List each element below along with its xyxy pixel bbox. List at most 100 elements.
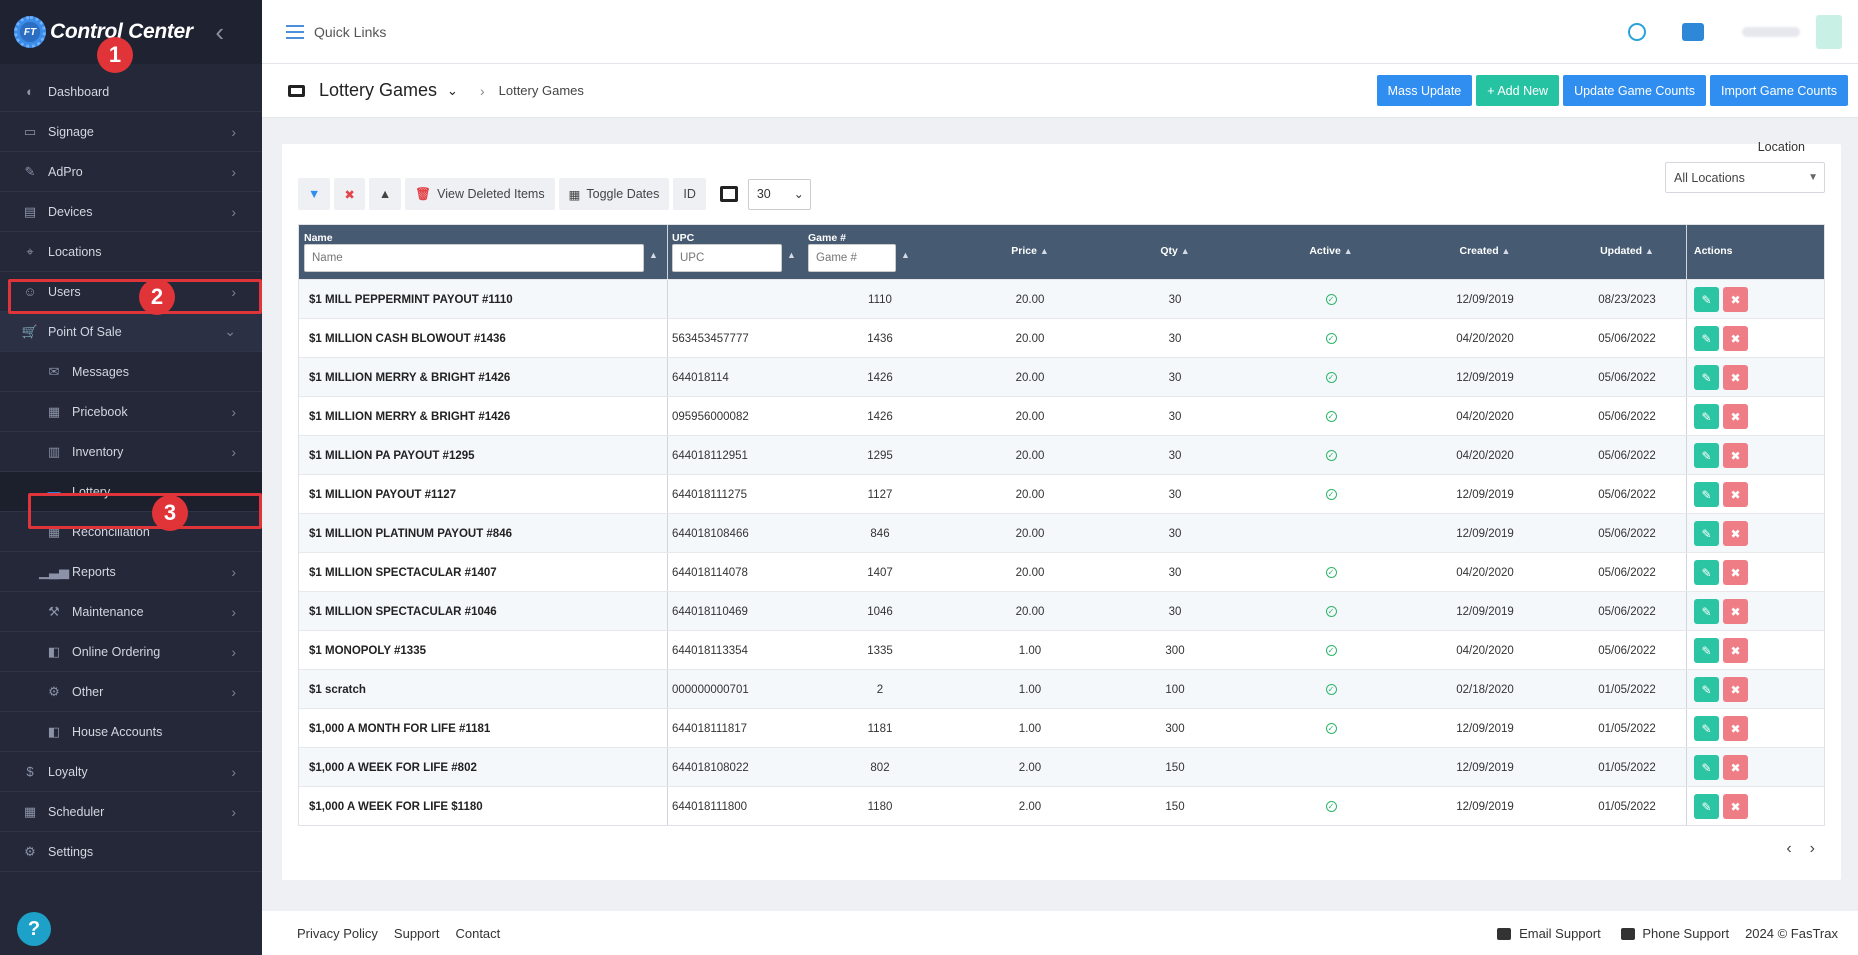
delete-button[interactable]: ✖: [1723, 365, 1748, 390]
email-support-link[interactable]: Email Support: [1497, 926, 1601, 941]
menu-icon[interactable]: [286, 24, 304, 39]
page-select-dropdown[interactable]: Lottery Games ⌄: [319, 80, 458, 101]
delete-button[interactable]: ✖: [1723, 677, 1748, 702]
sidebar-item-dashboard[interactable]: ◐ Dashboard: [0, 72, 262, 112]
edit-button[interactable]: ✎: [1694, 794, 1719, 819]
table-row[interactable]: $1 MILLION SPECTACULAR #1046 644018110469…: [299, 591, 1824, 630]
edit-button[interactable]: ✎: [1694, 404, 1719, 429]
sidebar-item-loyalty[interactable]: $ Loyalty ›: [0, 752, 262, 792]
edit-button[interactable]: ✎: [1694, 755, 1719, 780]
edit-button[interactable]: ✎: [1694, 365, 1719, 390]
sidebar-item-other[interactable]: ⚙ Other ›: [0, 672, 262, 712]
edit-button[interactable]: ✎: [1694, 521, 1719, 546]
table-row[interactable]: $1 MILLION MERRY & BRIGHT #1426 644018114…: [299, 357, 1824, 396]
delete-button[interactable]: ✖: [1723, 599, 1748, 624]
delete-button[interactable]: ✖: [1723, 287, 1748, 312]
col-updated[interactable]: Updated ▲: [1577, 225, 1677, 279]
sidebar-item-lottery[interactable]: ▬ Lottery: [0, 472, 262, 512]
user-name[interactable]: [1742, 26, 1800, 37]
sort-icon[interactable]: ▲: [901, 250, 910, 260]
filter-button[interactable]: ▼: [298, 178, 331, 210]
quick-links-label[interactable]: Quick Links: [314, 23, 387, 40]
sidebar-item-point-of-sale[interactable]: 🛒 Point Of Sale ⌄: [0, 312, 262, 352]
chat-icon[interactable]: [1682, 22, 1704, 41]
delete-button[interactable]: ✖: [1723, 521, 1748, 546]
edit-button[interactable]: ✎: [1694, 443, 1719, 468]
edit-button[interactable]: ✎: [1694, 638, 1719, 663]
avatar[interactable]: [1816, 14, 1842, 49]
delete-button[interactable]: ✖: [1723, 716, 1748, 741]
edit-button[interactable]: ✎: [1694, 482, 1719, 507]
contact-link[interactable]: Contact: [455, 925, 501, 941]
delete-button[interactable]: ✖: [1723, 404, 1748, 429]
sidebar-item-signage[interactable]: ▭ Signage ›: [0, 112, 262, 152]
table-row[interactable]: $1 MILL PEPPERMINT PAYOUT #1110 1110 20.00…: [299, 279, 1824, 318]
support-link[interactable]: Support: [393, 925, 440, 941]
sidebar-item-messages[interactable]: ✉ Messages: [0, 352, 262, 392]
delete-button[interactable]: ✖: [1723, 755, 1748, 780]
toggle-dates-button[interactable]: ▦ Toggle Dates: [558, 178, 670, 210]
next-page-icon[interactable]: ›: [1809, 840, 1815, 857]
sidebar-item-reports[interactable]: ▁▃▅ Reports ›: [0, 552, 262, 592]
sidebar-item-scheduler[interactable]: ▦ Scheduler ›: [0, 792, 262, 832]
edit-button[interactable]: ✎: [1694, 599, 1719, 624]
edit-button[interactable]: ✎: [1694, 560, 1719, 585]
collapse-sidebar-icon[interactable]: ‹: [215, 17, 224, 47]
edit-button[interactable]: ✎: [1694, 716, 1719, 741]
sidebar-item-devices[interactable]: ▤ Devices ›: [0, 192, 262, 232]
update-game-counts-button[interactable]: Update Game Counts: [1563, 75, 1706, 106]
sidebar-item-adpro[interactable]: ✎ AdPro ›: [0, 152, 262, 192]
search-icon[interactable]: [1628, 22, 1646, 41]
table-row[interactable]: $1 MILLION MERRY & BRIGHT #1426 095956000…: [299, 396, 1824, 435]
prev-page-icon[interactable]: ‹: [1786, 840, 1792, 857]
sort-icon[interactable]: ▲: [649, 250, 658, 260]
delete-button[interactable]: ✖: [1723, 326, 1748, 351]
view-deleted-button[interactable]: 🗑 View Deleted Items: [405, 178, 555, 210]
table-row[interactable]: $1,000 A WEEK FOR LIFE #802 644018108022 8…: [299, 747, 1824, 786]
add-new-button[interactable]: + Add New: [1476, 75, 1560, 106]
table-row[interactable]: $1 scratch 000000000701 2 1.00 100 02/18/2020…: [299, 669, 1824, 708]
delete-button[interactable]: ✖: [1723, 560, 1748, 585]
location-select[interactable]: All Locations ▼: [1665, 162, 1825, 193]
table-row[interactable]: $1,000 A MONTH FOR LIFE #1181 64401811181…: [299, 708, 1824, 747]
table-row[interactable]: $1,000 A WEEK FOR LIFE $1180 644018111800…: [299, 786, 1824, 825]
clear-filter-button[interactable]: ✖: [334, 178, 365, 210]
phone-support-link[interactable]: Phone Support: [1620, 926, 1729, 941]
table-row[interactable]: $1 MILLION SPECTACULAR #1407 644018114078…: [299, 552, 1824, 591]
page-size-select[interactable]: 30 ⌄: [747, 178, 811, 210]
delete-button[interactable]: ✖: [1723, 638, 1748, 663]
table-row[interactable]: $1 MILLION PAYOUT #1127 644018111275 1127 2…: [299, 474, 1824, 513]
help-button[interactable]: ?: [17, 912, 51, 946]
table-row[interactable]: $1 MILLION PA PAYOUT #1295 644018112951 12…: [299, 435, 1824, 474]
col-qty[interactable]: Qty ▲: [1135, 225, 1215, 279]
lock-button[interactable]: ▲: [368, 178, 402, 210]
sort-icon[interactable]: ▲: [787, 250, 796, 260]
sidebar-item-inventory[interactable]: ▥ Inventory ›: [0, 432, 262, 472]
delete-button[interactable]: ✖: [1723, 443, 1748, 468]
sidebar-item-online-ordering[interactable]: ◧ Online Ordering ›: [0, 632, 262, 672]
id-button[interactable]: ID: [673, 178, 706, 210]
name-filter-input[interactable]: [304, 244, 644, 272]
delete-button[interactable]: ✖: [1723, 794, 1748, 819]
table-row[interactable]: $1 MONOPOLY #1335 644018113354 1335 1.00 300…: [299, 630, 1824, 669]
privacy-policy-link[interactable]: Privacy Policy: [297, 925, 378, 941]
print-icon[interactable]: [719, 186, 738, 202]
mass-update-button[interactable]: Mass Update: [1376, 75, 1473, 106]
upc-filter-input[interactable]: [672, 244, 782, 272]
delete-button[interactable]: ✖: [1723, 482, 1748, 507]
sidebar-item-pricebook[interactable]: ▦ Pricebook ›: [0, 392, 262, 432]
table-row[interactable]: $1 MILLION PLATINUM PAYOUT #846 644018108…: [299, 513, 1824, 552]
sidebar-item-maintenance[interactable]: ⚒ Maintenance ›: [0, 592, 262, 632]
table-row[interactable]: $1 MILLION CASH BLOWOUT #1436 56345345777…: [299, 318, 1824, 357]
sidebar-item-locations[interactable]: ⌖ Locations: [0, 232, 262, 272]
col-active[interactable]: Active ▲: [1281, 225, 1381, 279]
edit-button[interactable]: ✎: [1694, 326, 1719, 351]
col-created[interactable]: Created ▲: [1435, 225, 1535, 279]
col-price[interactable]: Price ▲: [990, 225, 1070, 279]
edit-button[interactable]: ✎: [1694, 677, 1719, 702]
import-game-counts-button[interactable]: Import Game Counts: [1709, 75, 1848, 106]
edit-button[interactable]: ✎: [1694, 287, 1719, 312]
sidebar-item-house-accounts[interactable]: ◧ House Accounts: [0, 712, 262, 752]
sidebar-item-settings[interactable]: ⚙ Settings: [0, 832, 262, 872]
game-filter-input[interactable]: [808, 244, 896, 272]
